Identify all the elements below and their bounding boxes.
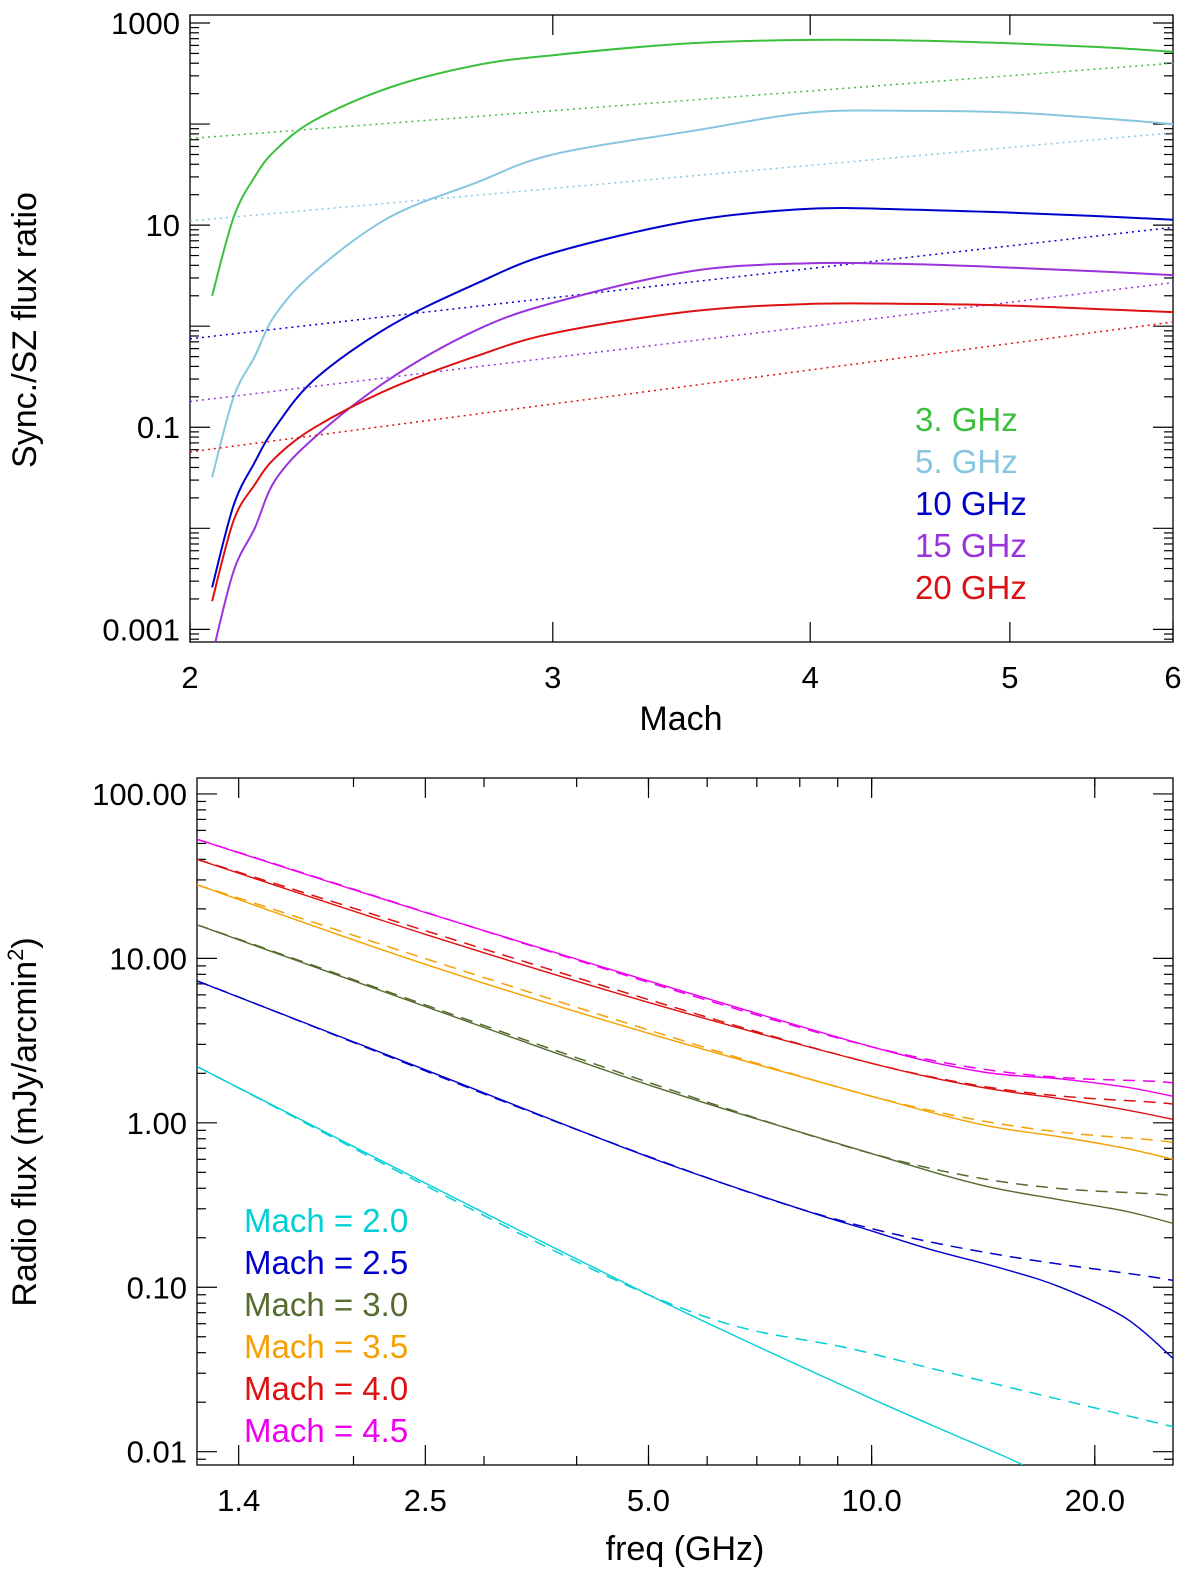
legend-entry: Mach = 3.5	[244, 1328, 408, 1365]
flux-tick-labels: 1.4 2.5 5.0 10.0 20.0 0.01 0.10 1.00 10.00 100.00	[92, 777, 1125, 1518]
flux-y-axis-title-superscript: 2	[3, 949, 28, 961]
legend-entry: 15 GHz	[915, 527, 1027, 564]
series-dotted-3-ghz	[190, 62, 1173, 140]
x-tick-label: 5.0	[627, 1483, 670, 1518]
legend-entry: Mach = 2.5	[244, 1244, 408, 1281]
x-tick-label: 2.5	[404, 1483, 447, 1518]
legend-entry: 10 GHz	[915, 485, 1027, 522]
legend-entry: Mach = 4.0	[244, 1370, 408, 1407]
ratio-plot-frame	[189, 14, 1174, 643]
flux-chart: 1.4 2.5 5.0 10.0 20.0 0.01 0.10 1.00 10.00 100.00…	[3, 777, 1174, 1568]
series-line-mach-4-0	[197, 858, 1173, 1120]
x-tick-label: 4	[802, 660, 819, 695]
flux-plot-frame	[196, 777, 1174, 1466]
legend-entry: 5. GHz	[915, 443, 1018, 480]
series-line-mach-2-0	[197, 1065, 1024, 1465]
flux-x-axis-title: freq (GHz)	[606, 1530, 765, 1568]
series-line-15-ghz	[214, 261, 1173, 642]
y-tick-label: 1000	[111, 6, 180, 41]
series-dotted-10-ghz	[190, 226, 1173, 340]
legend-entry: Mach = 2.0	[244, 1202, 408, 1239]
ratio-tick-labels: 2 3 4 5 6 0.001 0.1 10 1000	[102, 6, 1181, 695]
y-tick-label: 0.001	[102, 612, 180, 647]
y-tick-label: 10.00	[109, 941, 187, 976]
ratio-x-axis-title: Mach	[639, 700, 722, 738]
series-line-mach-3-5	[197, 884, 1173, 1160]
series-dotted-15-ghz	[190, 281, 1173, 403]
series-clip-group	[197, 838, 1173, 1465]
ratio-chart: 2 3 4 5 6 0.001 0.1 10 1000 Mach Sync./SZ flux r…	[6, 6, 1182, 738]
series-dashed-mach-3-5	[197, 884, 1173, 1144]
series-dashed-mach-2-0	[197, 1065, 1173, 1428]
series-line-mach-2-5	[197, 980, 1173, 1359]
ratio-series-lines	[190, 38, 1173, 642]
ratio-y-axis-title: Sync./SZ flux ratio	[6, 192, 44, 468]
legend-entry: 20 GHz	[915, 569, 1027, 606]
series-line-mach-4-5	[197, 838, 1173, 1097]
series-dashed-mach-4-0	[197, 858, 1173, 1105]
legend-entry: 3. GHz	[915, 401, 1018, 438]
series-clip-group	[190, 38, 1173, 642]
x-tick-label: 3	[544, 660, 561, 695]
series-line-3-ghz	[211, 38, 1173, 297]
y-tick-label: 0.01	[127, 1435, 187, 1470]
series-dashed-mach-4-5	[197, 838, 1173, 1084]
y-tick-label: 0.1	[137, 410, 180, 445]
series-line-10-ghz	[211, 207, 1173, 588]
legend-entry: Mach = 4.5	[244, 1412, 408, 1449]
ratio-legend: 3. GHz 5. GHz 10 GHz 15 GHz 20 GHz	[915, 401, 1027, 606]
flux-y-axis-title-main: Radio flux (mJy/arcmin	[6, 961, 44, 1307]
flux-axis-ticks	[197, 778, 1173, 1465]
x-tick-label: 20.0	[1065, 1483, 1125, 1518]
flux-y-axis-title: Radio flux (mJy/arcmin2)	[3, 937, 44, 1306]
y-tick-label: 1.00	[127, 1106, 187, 1141]
x-tick-label: 2	[181, 660, 198, 695]
flux-series-lines	[197, 838, 1173, 1465]
legend-entry: Mach = 3.0	[244, 1286, 408, 1323]
x-tick-label: 1.4	[217, 1483, 260, 1518]
series-dashed-mach-3-0	[197, 924, 1173, 1197]
series-line-20-ghz	[211, 302, 1173, 602]
x-tick-label: 6	[1164, 660, 1181, 695]
series-dotted-20-ghz	[190, 321, 1173, 453]
flux-legend: Mach = 2.0 Mach = 2.5 Mach = 3.0 Mach = 3.5…	[244, 1202, 408, 1449]
x-tick-label: 10.0	[841, 1483, 901, 1518]
series-line-mach-3-0	[197, 924, 1173, 1224]
flux-y-axis-title-suffix: )	[6, 937, 44, 948]
y-tick-label: 0.10	[127, 1270, 187, 1305]
y-tick-label: 100.00	[92, 777, 187, 812]
y-tick-label: 10	[146, 208, 180, 243]
x-tick-label: 5	[1001, 660, 1018, 695]
series-line-5-ghz	[211, 109, 1173, 478]
series-dotted-5-ghz	[190, 132, 1173, 222]
